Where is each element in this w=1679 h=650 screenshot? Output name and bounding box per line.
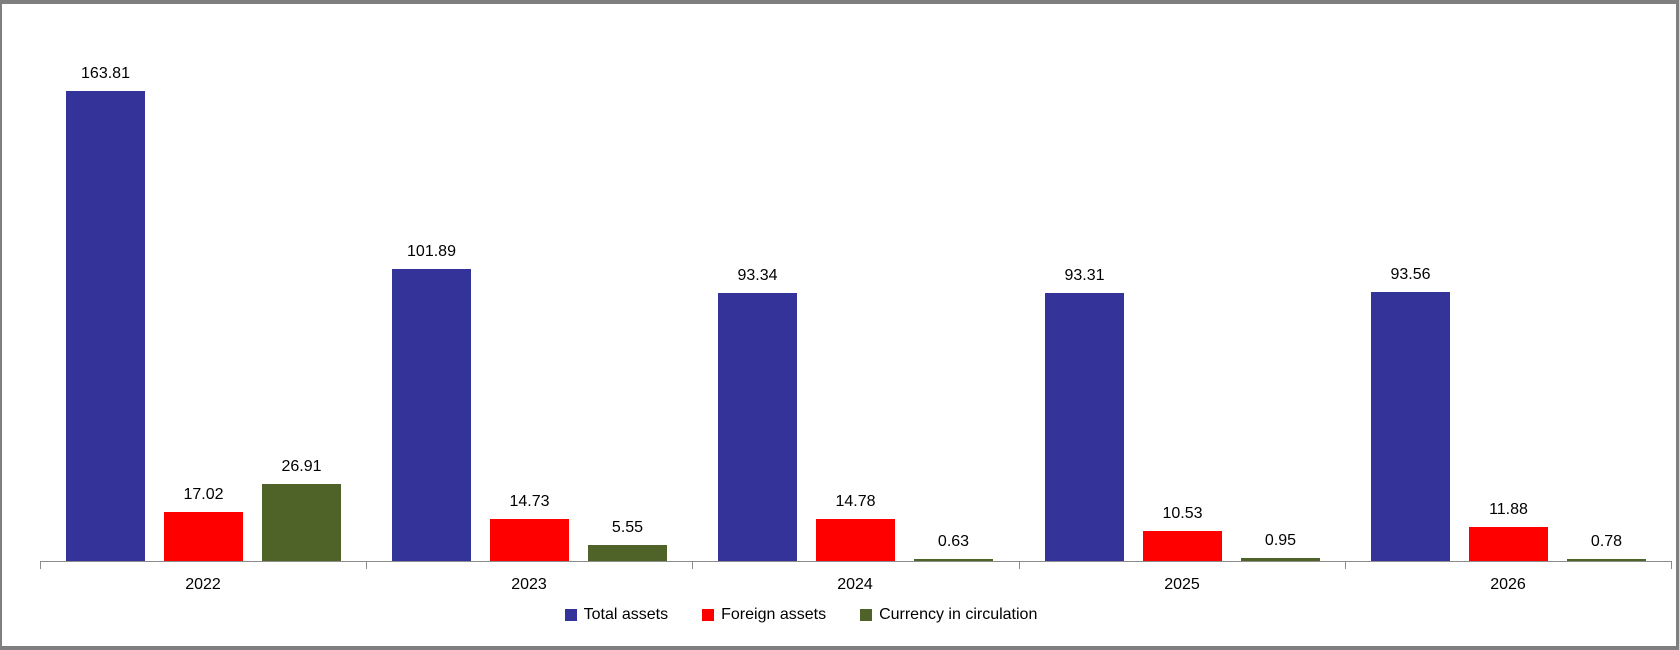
bar-total-assets-2022	[66, 91, 145, 561]
value-label-foreign-assets-2025: 10.53	[1162, 505, 1203, 522]
bar-foreign-assets-2024	[816, 519, 895, 561]
legend-label-foreign-assets: Foreign assets	[721, 606, 827, 623]
value-label-currency-in-circulation-2022: 26.91	[281, 458, 322, 475]
value-label-foreign-assets-2022: 17.02	[183, 486, 224, 503]
legend-item-currency-in-circulation: Currency in circulation	[860, 606, 1037, 624]
x-axis-label-2026: 2026	[1490, 576, 1526, 593]
x-axis-line	[40, 561, 1671, 562]
bar-currency-in-circulation-2025	[1241, 558, 1320, 561]
legend-label-currency-in-circulation: Currency in circulation	[879, 606, 1038, 623]
value-label-currency-in-circulation-2026: 0.78	[1590, 533, 1623, 550]
legend-label-total-assets: Total assets	[583, 606, 669, 623]
bar-currency-in-circulation-2026	[1567, 559, 1646, 561]
axis-tick	[366, 561, 367, 569]
legend-swatch-foreign-assets	[702, 609, 715, 621]
value-label-total-assets-2022: 163.81	[81, 65, 130, 82]
value-label-total-assets-2023: 101.89	[407, 243, 456, 260]
axis-tick	[1345, 561, 1346, 569]
bar-currency-in-circulation-2022	[262, 484, 341, 561]
value-label-currency-in-circulation-2024: 0.63	[937, 533, 970, 550]
bar-total-assets-2023	[392, 269, 471, 561]
axis-tick	[1671, 561, 1672, 569]
x-axis-label-2023: 2023	[511, 576, 547, 593]
axis-tick	[692, 561, 693, 569]
value-label-currency-in-circulation-2023: 5.55	[611, 519, 644, 536]
bar-total-assets-2025	[1045, 293, 1124, 561]
bar-foreign-assets-2026	[1469, 527, 1548, 561]
axis-tick	[1019, 561, 1020, 569]
bar-chart-plot-area: 163.81 17.02 26.91 101.89 14.73 5.55 93.34 14.7…	[2, 4, 1676, 646]
bar-total-assets-2024	[718, 293, 797, 561]
value-label-total-assets-2026: 93.56	[1390, 266, 1431, 283]
value-label-foreign-assets-2026: 11.88	[1489, 501, 1528, 518]
chart-legend: Total assets Foreign assets Currency in ci…	[2, 606, 1638, 624]
x-axis-label-2025: 2025	[1164, 576, 1200, 593]
x-axis-label-2024: 2024	[837, 576, 873, 593]
x-axis-label-2022: 2022	[185, 576, 221, 593]
value-label-foreign-assets-2023: 14.73	[509, 493, 550, 510]
legend-item-total-assets: Total assets	[564, 606, 669, 624]
legend-item-foreign-assets: Foreign assets	[702, 606, 826, 624]
bar-total-assets-2026	[1371, 292, 1450, 561]
bar-foreign-assets-2023	[490, 519, 569, 561]
axis-tick	[40, 561, 41, 569]
value-label-total-assets-2025: 93.31	[1064, 267, 1105, 284]
bar-currency-in-circulation-2023	[588, 545, 667, 561]
bar-currency-in-circulation-2024	[914, 559, 993, 561]
legend-swatch-total-assets	[564, 609, 577, 621]
value-label-currency-in-circulation-2025: 0.95	[1264, 532, 1297, 549]
bar-foreign-assets-2022	[164, 512, 243, 561]
legend-swatch-currency-in-circulation	[860, 609, 873, 621]
bar-foreign-assets-2025	[1143, 531, 1222, 561]
value-label-total-assets-2024: 93.34	[737, 267, 778, 284]
value-label-foreign-assets-2024: 14.78	[835, 493, 876, 510]
